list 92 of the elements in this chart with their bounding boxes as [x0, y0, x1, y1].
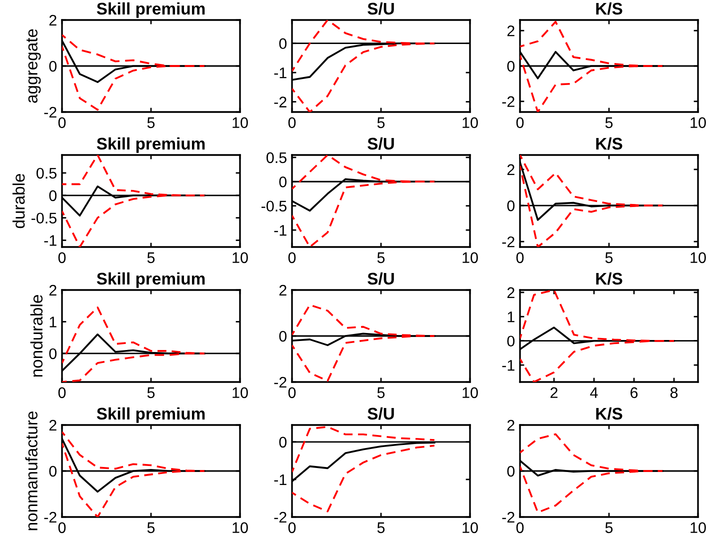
- x-tick-label: 0: [288, 387, 296, 398]
- x-tick-label: 5: [147, 387, 155, 398]
- y-tick-label: 2: [49, 420, 56, 431]
- chart-title: S/U: [368, 137, 394, 150]
- chart-title: K/S: [596, 272, 622, 285]
- x-tick-label: 0: [58, 387, 66, 398]
- y-tick-label: -2: [44, 512, 56, 523]
- y-tick-label: 0.5: [36, 168, 56, 179]
- x-tick-label: 5: [147, 117, 155, 128]
- x-tick-label: 8: [670, 387, 678, 398]
- y-tick-label: 0.5: [266, 152, 286, 164]
- x-tick-label: 0: [288, 522, 296, 534]
- x-tick-label: 0: [58, 252, 66, 264]
- chart-title: Skill premium: [96, 137, 205, 153]
- chart-title: K/S: [596, 137, 622, 150]
- y-tick-label: 0: [49, 348, 57, 360]
- x-tick-label: 10: [462, 117, 478, 128]
- y-tick-label: 1: [50, 316, 56, 328]
- x-tick-label: 0: [58, 522, 66, 534]
- y-tick-label: 0: [279, 38, 287, 50]
- x-tick-label: 5: [377, 522, 385, 534]
- y-tick-label: -2: [274, 376, 286, 388]
- x-tick-label: 10: [690, 522, 706, 534]
- x-tick-label: 5: [605, 522, 613, 534]
- y-tick-label: 0: [279, 330, 287, 342]
- x-tick-label: 5: [377, 387, 385, 398]
- y-tick-label: 0: [507, 336, 515, 347]
- x-tick-label: 0: [516, 252, 524, 264]
- x-tick-label: 10: [232, 387, 248, 398]
- chart-title: S/U: [368, 2, 394, 15]
- x-tick-label: 10: [462, 252, 478, 264]
- x-tick-label: 5: [605, 117, 613, 128]
- x-tick-label: 10: [690, 117, 706, 128]
- x-tick-label: 4: [590, 387, 598, 398]
- y-axis-title: aggregate: [26, 29, 41, 103]
- y-tick-label: 2: [507, 420, 514, 431]
- y-tick-label: -2: [44, 106, 56, 118]
- x-tick-label: 10: [690, 252, 706, 264]
- y-axis-title: durable: [12, 174, 25, 228]
- chart-title: K/S: [596, 2, 622, 15]
- y-tick-label: 0: [507, 466, 515, 477]
- y-tick-label: 0: [507, 60, 515, 72]
- x-tick-label: 10: [462, 522, 478, 534]
- y-tick-label: -1: [502, 360, 514, 371]
- y-tick-label: 0: [279, 436, 287, 448]
- x-tick-label: 10: [232, 252, 248, 264]
- chart-title: S/U: [368, 407, 394, 420]
- y-tick-label: 2: [279, 284, 286, 296]
- x-tick-label: 10: [232, 117, 248, 128]
- x-tick-label: 5: [147, 522, 155, 534]
- y-tick-label: -2: [274, 512, 286, 523]
- x-tick-label: 6: [630, 387, 638, 398]
- y-axis-title: nondurable: [30, 295, 43, 377]
- x-tick-label: 5: [147, 252, 155, 264]
- x-tick-label: 10: [462, 387, 478, 398]
- y-tick-label: -2: [502, 96, 514, 107]
- y-tick-label: -1: [274, 68, 286, 78]
- chart-title: S/U: [368, 272, 394, 285]
- x-tick-label: 5: [605, 252, 613, 264]
- y-tick-label: -1: [274, 474, 286, 485]
- y-tick-label: 2: [49, 284, 56, 296]
- y-tick-label: -1: [274, 225, 286, 236]
- x-tick-label: 0: [288, 117, 296, 128]
- y-tick-label: 0: [49, 60, 57, 72]
- y-tick-label: 2: [507, 164, 514, 175]
- y-tick-label: 0: [49, 190, 57, 202]
- y-tick-label: 0: [279, 176, 287, 188]
- y-axis-title: nonmanufacture: [25, 412, 38, 530]
- y-tick-label: -2: [502, 236, 514, 248]
- x-tick-label: 0: [516, 117, 524, 128]
- y-tick-label: -2: [274, 96, 286, 108]
- y-tick-label: -0.5: [261, 200, 286, 212]
- x-tick-label: 5: [377, 117, 385, 128]
- x-tick-label: 5: [377, 252, 385, 264]
- x-tick-label: 10: [232, 522, 248, 534]
- y-tick-label: 1: [508, 312, 514, 322]
- chart-title: Skill premium: [96, 2, 205, 18]
- y-tick-label: 2: [507, 287, 514, 298]
- y-tick-label: 2: [49, 14, 56, 26]
- y-tick-label: 0: [507, 200, 515, 212]
- y-tick-label: 0: [49, 466, 57, 477]
- y-tick-label: -2: [502, 512, 514, 523]
- x-tick-label: 0: [58, 117, 66, 128]
- chart-title: Skill premium: [96, 407, 205, 423]
- x-tick-label: 0: [516, 522, 524, 534]
- y-tick-label: -0.5: [31, 212, 56, 224]
- y-tick-label: -1: [44, 235, 56, 246]
- x-tick-label: 2: [550, 387, 558, 398]
- chart-title: Skill premium: [96, 272, 205, 288]
- chart-title: K/S: [596, 407, 622, 420]
- y-tick-label: 2: [507, 25, 514, 36]
- x-tick-label: 0: [288, 252, 296, 264]
